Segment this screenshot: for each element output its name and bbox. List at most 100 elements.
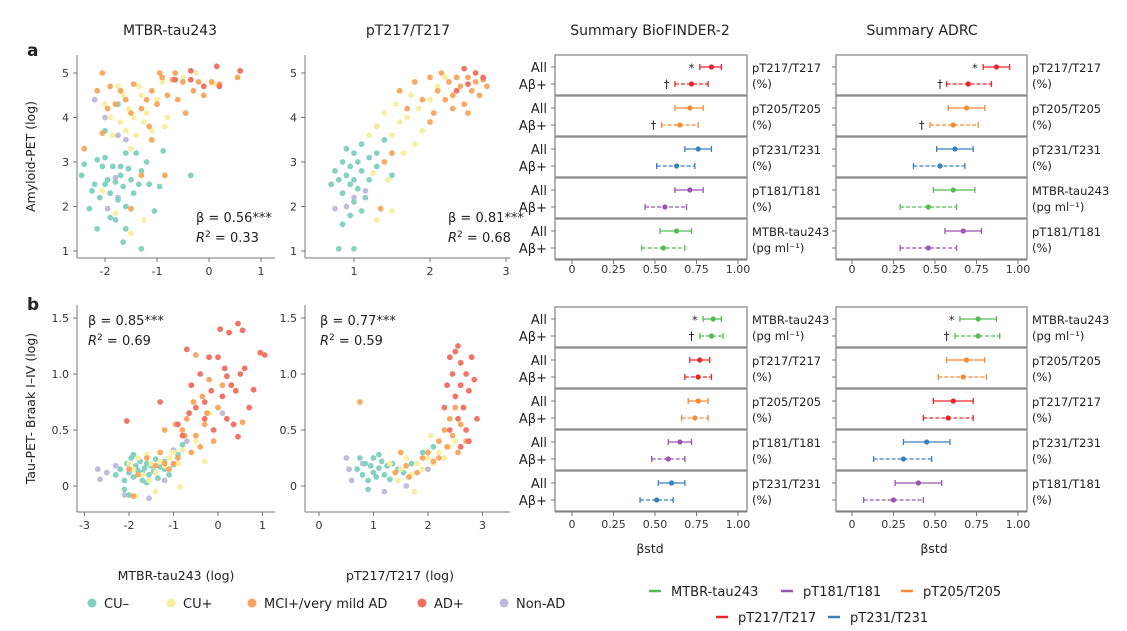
data-point: [332, 168, 338, 174]
data-point: [235, 433, 241, 440]
x-tick-label: 1: [370, 519, 377, 532]
x-tick-label: 0: [849, 263, 856, 276]
panel-label-a: a: [27, 41, 38, 61]
data-point: [104, 176, 111, 183]
y-tick-label: 1.0: [52, 368, 70, 381]
data-point: [224, 373, 230, 380]
data-point: [120, 239, 127, 246]
x-tick-label: 1.00: [1006, 518, 1031, 531]
significance-mark: †: [944, 329, 950, 343]
estimate-point: [952, 146, 958, 152]
data-point: [117, 466, 123, 473]
x-tick-label: -1: [152, 265, 163, 278]
data-point: [419, 127, 426, 134]
data-point: [446, 427, 453, 433]
x-tick-label: 0.75: [684, 518, 709, 531]
data-point: [122, 225, 129, 232]
biomarker-unit: (%): [1032, 118, 1052, 132]
x-tick-label: -2: [100, 265, 111, 278]
data-point: [109, 132, 116, 139]
data-point: [139, 471, 146, 478]
data-point: [135, 467, 141, 474]
data-point: [343, 455, 350, 461]
data-point: [484, 83, 490, 90]
x-tick-label: 1: [258, 265, 265, 278]
data-point: [466, 438, 472, 445]
data-point: [128, 176, 134, 183]
data-point: [234, 74, 241, 81]
data-point: [389, 132, 395, 139]
data-point: [159, 79, 166, 85]
x-tick-label: 2: [425, 519, 432, 532]
data-point: [239, 327, 246, 334]
data-point: [94, 225, 101, 232]
data-point: [224, 415, 230, 422]
estimate-point: [673, 163, 680, 169]
x-tick-label: 3: [503, 265, 510, 278]
data-point: [210, 438, 217, 445]
data-point: [126, 466, 132, 473]
data-point: [427, 74, 433, 81]
data-point: [130, 474, 137, 480]
beta-annotation: β = 0.56***: [196, 211, 272, 226]
data-point: [351, 150, 357, 157]
data-point: [373, 474, 380, 480]
data-point: [122, 136, 129, 143]
facet-box: [554, 136, 748, 178]
biomarker-unit: (%): [1032, 77, 1052, 91]
data-point: [180, 79, 186, 85]
data-point: [143, 110, 150, 116]
data-point: [166, 471, 173, 478]
data-point: [201, 415, 208, 422]
data-point: [130, 466, 137, 473]
r2-symbol: R: [196, 231, 205, 246]
data-point: [403, 462, 410, 469]
data-point: [146, 123, 153, 130]
data-point: [177, 484, 184, 490]
data-point: [135, 83, 142, 90]
data-point: [160, 148, 167, 154]
data-point: [419, 455, 426, 461]
data-point: [430, 458, 437, 465]
row-label: All: [531, 313, 547, 328]
data-point: [128, 145, 134, 152]
y-tick-label: 0.5: [52, 424, 70, 437]
r2-value: 2 = 0.69: [97, 333, 151, 349]
facet-box: [554, 54, 748, 96]
data-point: [357, 455, 363, 461]
x-tick-label: 0.25: [881, 518, 906, 531]
y-tick-label: 5: [62, 67, 69, 80]
data-point: [436, 449, 442, 456]
data-point: [351, 176, 357, 183]
y-tick-label: 1.0: [280, 368, 298, 381]
data-point: [216, 83, 223, 90]
data-point: [81, 145, 88, 152]
biomarker-label: pT181/T181: [752, 184, 821, 198]
data-point: [411, 79, 418, 85]
data-point: [474, 415, 480, 422]
y-tick-label: 5: [290, 67, 297, 80]
data-point: [425, 449, 431, 456]
row-label: All: [531, 225, 547, 240]
data-point: [457, 443, 464, 450]
data-point: [365, 486, 371, 493]
data-point: [376, 451, 382, 458]
data-point: [396, 119, 403, 125]
row-label: All: [531, 184, 547, 199]
data-point: [457, 382, 464, 389]
biomarker-label: pT205/T205: [752, 102, 821, 116]
estimate-point: [695, 398, 701, 404]
data-point: [180, 74, 186, 81]
data-point: [161, 172, 168, 179]
x-axis-label: βstd: [636, 541, 663, 556]
estimate-point: [688, 81, 695, 87]
data-point: [154, 96, 160, 103]
data-point: [104, 105, 111, 112]
data-point: [354, 466, 360, 473]
r2-annotation: R2 = 0.33: [196, 230, 259, 246]
data-point: [343, 203, 350, 210]
x-tick-label: 0: [206, 265, 213, 278]
data-point: [452, 438, 459, 445]
column-title-pt217: pT217/T217: [366, 23, 450, 39]
